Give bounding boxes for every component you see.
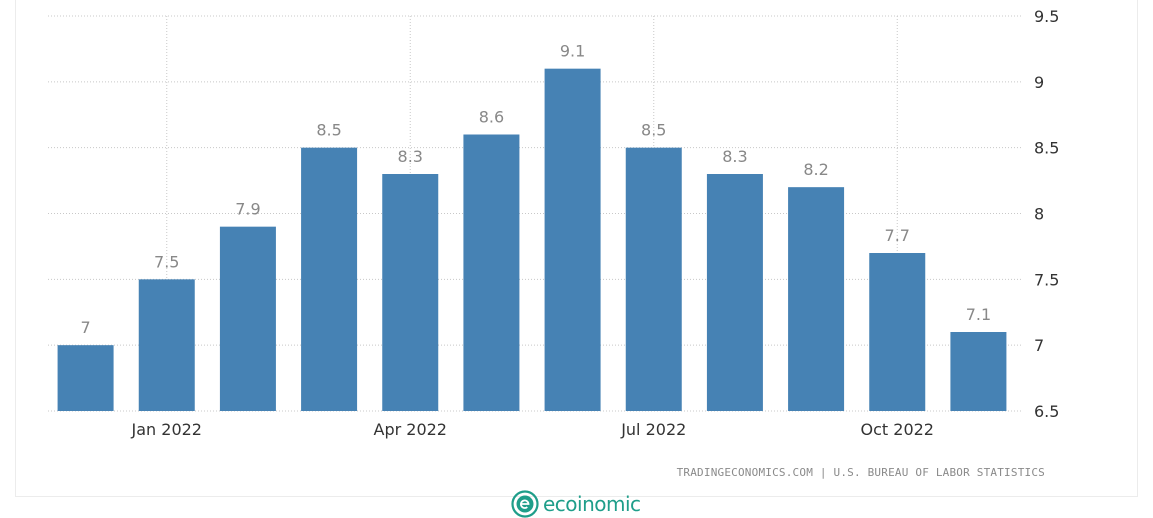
bar-value-label: 8.6: [479, 108, 504, 127]
bar-value-label: 7.7: [885, 226, 910, 245]
y-tick-label: 8.5: [1034, 139, 1059, 158]
bar-value-label: 8.3: [722, 147, 747, 166]
bar: [950, 332, 1007, 411]
chart-source: TRADINGECONOMICS.COM | U.S. BUREAU OF LA…: [676, 466, 1045, 479]
bar-value-label: 8.5: [641, 121, 666, 140]
bar: [625, 147, 682, 411]
y-tick-label: 7: [1034, 336, 1044, 355]
bar-value-label: 7.9: [235, 200, 260, 219]
bar: [463, 134, 520, 411]
chart-frame: [15, 0, 1138, 497]
bar-value-label: 9.1: [560, 42, 585, 61]
y-tick-label: 7.5: [1034, 270, 1059, 289]
bar-value-label: 7: [80, 318, 90, 337]
bar-value-label: 7.1: [966, 305, 991, 324]
bar-chart: 6.5 7 7.5 8 8.5 9 9.5 7 7.5 7.9 8.5 8.3 8.6 9.1 8.5 8.3…: [48, 7, 1059, 439]
bar-value-label: 8.3: [398, 147, 423, 166]
bar-value-label: 8.5: [316, 121, 341, 140]
bar: [57, 345, 114, 411]
bar: [138, 279, 195, 411]
bar: [788, 187, 845, 411]
y-tick-label: 8: [1034, 205, 1044, 224]
bar-value-label: 8.2: [803, 160, 828, 179]
bar: [544, 68, 601, 412]
watermark-text: ecoinomic: [543, 492, 641, 516]
watermark: ecoinomic: [511, 490, 641, 518]
bar-value-label: 7.5: [154, 252, 179, 271]
bar: [869, 253, 926, 411]
y-tick-label: 6.5: [1034, 402, 1059, 421]
y-tick-label: 9.5: [1034, 7, 1059, 26]
bar: [219, 226, 276, 411]
x-tick-label: Jul 2022: [620, 420, 686, 439]
y-tick-label: 9: [1034, 73, 1044, 92]
x-tick-label: Jan 2022: [131, 420, 202, 439]
x-tick-label: Apr 2022: [374, 420, 447, 439]
bar: [706, 174, 763, 411]
ecoinomic-logo-icon: [511, 490, 539, 518]
x-tick-label: Oct 2022: [861, 420, 934, 439]
bar: [301, 147, 358, 411]
bar: [382, 174, 439, 411]
